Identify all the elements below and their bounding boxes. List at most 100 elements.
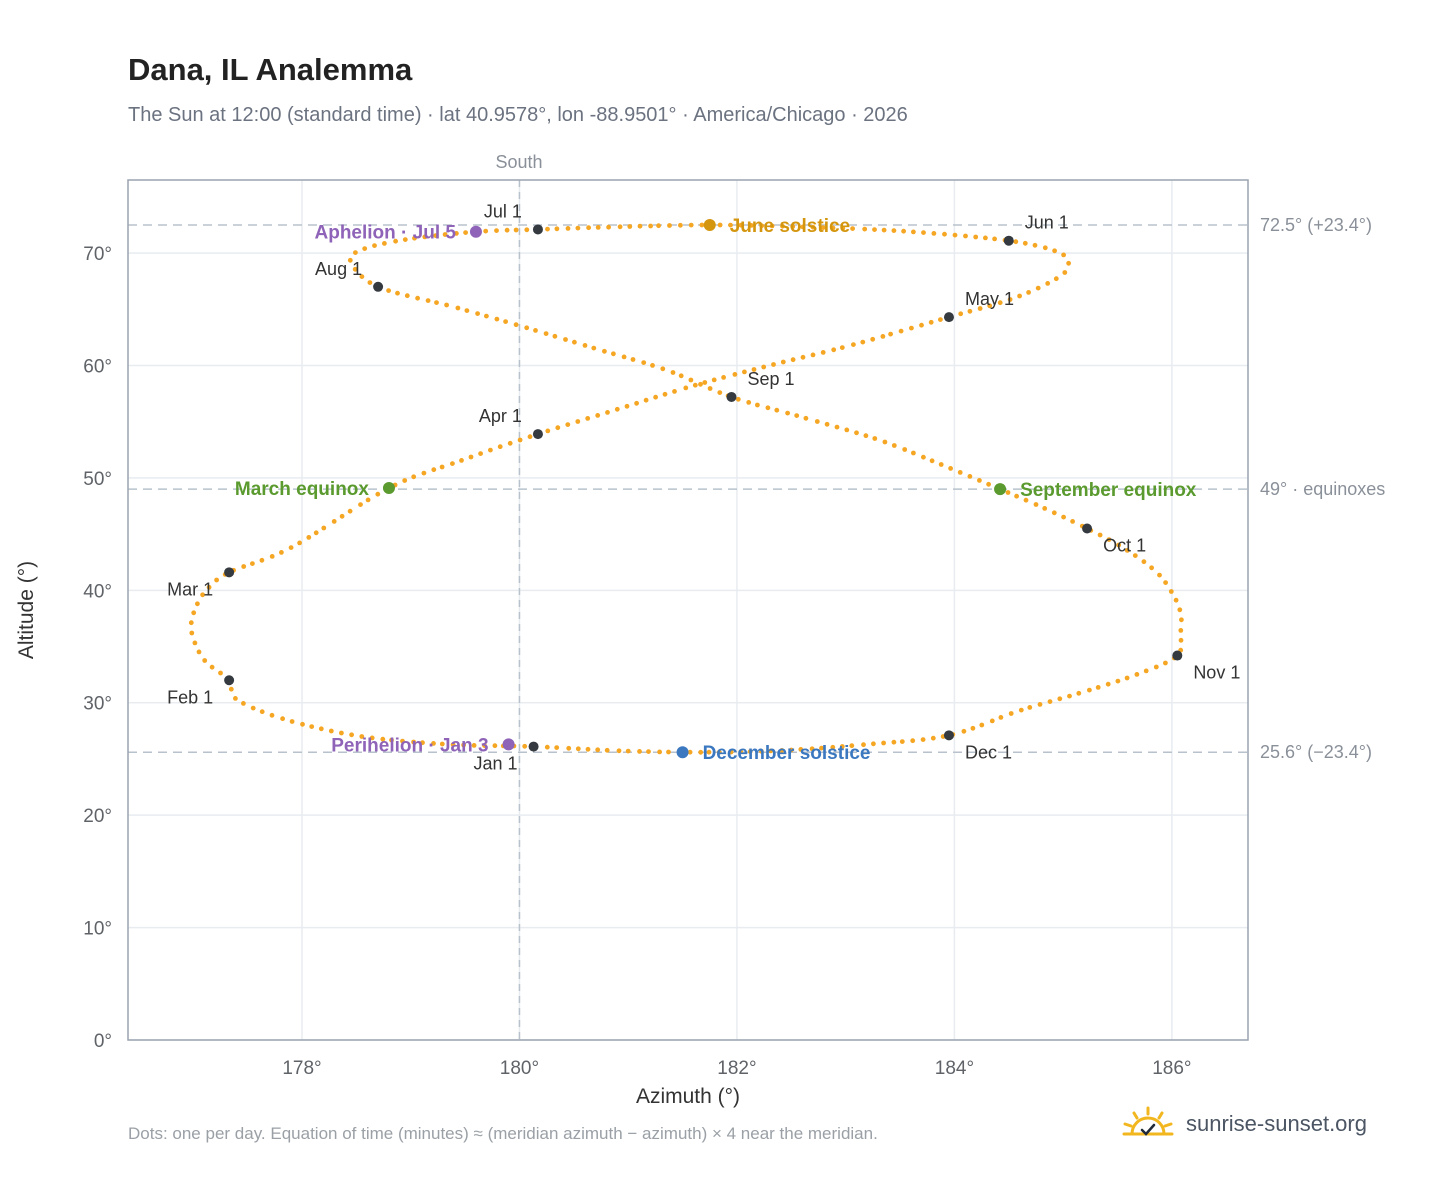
- daily-dot: [1177, 607, 1183, 613]
- daily-dot: [369, 735, 375, 741]
- daily-dot: [543, 331, 549, 336]
- daily-dot: [280, 716, 285, 722]
- month-marker: [532, 429, 543, 440]
- daily-dot: [214, 577, 220, 583]
- y-tick-label: 30°: [83, 694, 112, 715]
- daily-dot: [358, 502, 363, 507]
- daily-dot: [585, 416, 591, 421]
- daily-dot: [494, 316, 500, 322]
- month-marker-label: Jul 1: [484, 201, 522, 221]
- daily-dot: [970, 725, 976, 731]
- month-marker: [224, 567, 235, 578]
- daily-dot: [678, 373, 684, 379]
- daily-dot: [957, 470, 963, 475]
- reference-lines: 72.5° (+23.4°) 49° · equinoxes 25.6° (−23.…: [128, 180, 1385, 1040]
- daily-dot: [692, 382, 698, 388]
- daily-dot: [411, 739, 416, 745]
- daily-dot: [755, 402, 760, 408]
- daily-dot: [1067, 693, 1072, 699]
- month-marker: [1172, 650, 1183, 661]
- daily-dot: [860, 339, 866, 345]
- daily-dot: [1087, 687, 1092, 693]
- daily-dot: [977, 478, 982, 483]
- daily-dot: [1106, 537, 1112, 542]
- daily-dot: [790, 357, 796, 363]
- daily-dot: [347, 257, 353, 263]
- daily-dot: [830, 225, 836, 231]
- daily-dot: [250, 705, 256, 711]
- daily-dot: [728, 749, 734, 755]
- daily-dot: [504, 227, 510, 233]
- daily-dot: [192, 640, 198, 646]
- daily-dot: [459, 458, 464, 463]
- daily-dot: [921, 454, 926, 460]
- daily-dot: [774, 407, 780, 413]
- daily-dot: [1033, 502, 1039, 507]
- daily-dot: [425, 298, 431, 303]
- footnote: Dots: one per day. Equation of time (min…: [128, 1124, 878, 1143]
- daily-dot: [921, 230, 926, 236]
- daily-dot: [771, 362, 776, 367]
- daily-dot: [678, 222, 683, 228]
- daily-dot: [728, 222, 733, 228]
- daily-dot: [189, 630, 195, 636]
- daily-dot: [870, 336, 876, 342]
- daily-dot: [662, 391, 668, 397]
- daily-dot: [891, 739, 897, 745]
- daily-dot: [839, 345, 845, 350]
- daily-dot: [359, 274, 365, 279]
- daily-dot: [605, 410, 610, 415]
- daily-dot: [1057, 696, 1063, 702]
- daily-dot: [986, 481, 991, 487]
- y-tick-label: 50°: [83, 469, 112, 490]
- daily-dot: [683, 385, 689, 391]
- daily-dot: [471, 743, 477, 748]
- daily-dot: [606, 224, 611, 230]
- daily-dot: [349, 732, 354, 738]
- daily-dot: [920, 737, 926, 742]
- daily-dot: [761, 364, 767, 370]
- daily-dot: [478, 451, 483, 456]
- daily-dot: [306, 535, 312, 540]
- daily-dot: [820, 350, 826, 355]
- daily-dot: [359, 734, 365, 739]
- brand-logo[interactable]: sunrise-sunset.org: [1120, 1100, 1367, 1148]
- month-marker: [224, 675, 235, 686]
- daily-dot: [616, 748, 622, 754]
- chart-subtitle: The Sun at 12:00 (standard time) · lat 4…: [128, 104, 908, 126]
- daily-dot: [259, 709, 265, 715]
- daily-dot: [863, 433, 869, 439]
- daily-dot: [1178, 637, 1184, 643]
- daily-dot: [395, 290, 400, 296]
- daily-dot: [483, 228, 489, 234]
- daily-dot: [810, 352, 816, 358]
- daily-dot: [735, 396, 741, 402]
- month-marker-label: May 1: [965, 289, 1014, 309]
- month-marker: [532, 224, 543, 235]
- daily-dot: [1023, 497, 1029, 503]
- daily-dot: [382, 241, 387, 246]
- daily-dot: [1018, 707, 1024, 713]
- event-label: March equinox: [235, 479, 370, 500]
- x-tick-label: 184°: [935, 1058, 974, 1079]
- daily-dot: [861, 742, 866, 748]
- daily-dot: [545, 226, 550, 232]
- daily-dot: [1037, 702, 1043, 707]
- daily-dot: [849, 743, 855, 749]
- daily-dot: [992, 236, 997, 242]
- daily-dot: [707, 386, 713, 391]
- daily-dot: [1061, 252, 1066, 258]
- daily-dot: [313, 530, 319, 536]
- daily-dot: [688, 222, 694, 228]
- daily-dot: [1124, 675, 1130, 681]
- daily-dot: [656, 223, 661, 229]
- daily-dot: [206, 584, 212, 590]
- x-tick-label: 182°: [717, 1058, 756, 1079]
- daily-dot: [850, 226, 855, 232]
- daily-dot: [882, 439, 888, 445]
- daily-dot: [1132, 553, 1138, 558]
- daily-dot: [831, 347, 837, 353]
- daily-dot: [803, 415, 809, 421]
- daily-dot: [347, 508, 353, 514]
- daily-dot: [309, 724, 315, 729]
